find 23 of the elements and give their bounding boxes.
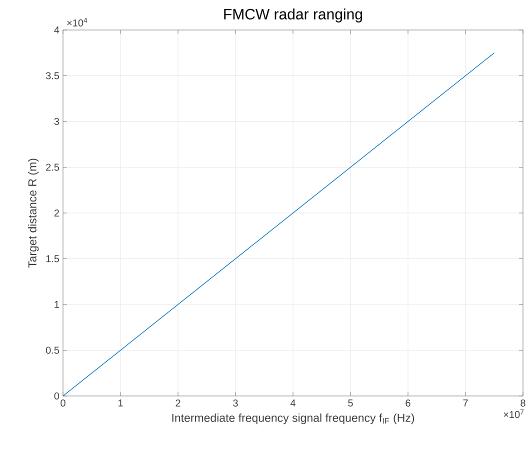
y-tick-label: 0.5 bbox=[46, 346, 60, 354]
y-tick-label: 1 bbox=[54, 301, 59, 308]
x-tick-label: 0 bbox=[60, 400, 66, 407]
x-tick-label: 1 bbox=[118, 400, 123, 406]
y-tick-label: 0 bbox=[54, 392, 60, 400]
x-tick-label: 3 bbox=[233, 400, 238, 407]
y-tick-label: 2 bbox=[54, 210, 59, 216]
y-tick-label: 1.5 bbox=[46, 255, 60, 262]
x-tick-label: 4 bbox=[290, 400, 296, 406]
y-tick-label: 3.5 bbox=[46, 72, 60, 80]
x-tick-label: 5 bbox=[348, 400, 353, 406]
x-tick-label: 8 bbox=[520, 400, 526, 407]
text: ×10$^{4}$ bbox=[67, 18, 88, 26]
x-axis-title: Intermediate frequency signal frequency f$_{IF}$ (Hz) bbox=[172, 413, 414, 424]
chart-title: FMCW radar ranging bbox=[224, 8, 362, 22]
x-tick-label: 2 bbox=[176, 400, 180, 406]
x-tick-label: 7 bbox=[463, 400, 468, 406]
y-axis-title: Target distance R (m) bbox=[28, 158, 39, 268]
x-tick-label: 6 bbox=[406, 400, 410, 407]
y-tick-label: 4 bbox=[54, 26, 60, 34]
y-tick-label: 2.5 bbox=[46, 164, 60, 171]
text: ×10$^{7}$ bbox=[504, 410, 524, 418]
y-tick-label: 3 bbox=[54, 118, 60, 126]
